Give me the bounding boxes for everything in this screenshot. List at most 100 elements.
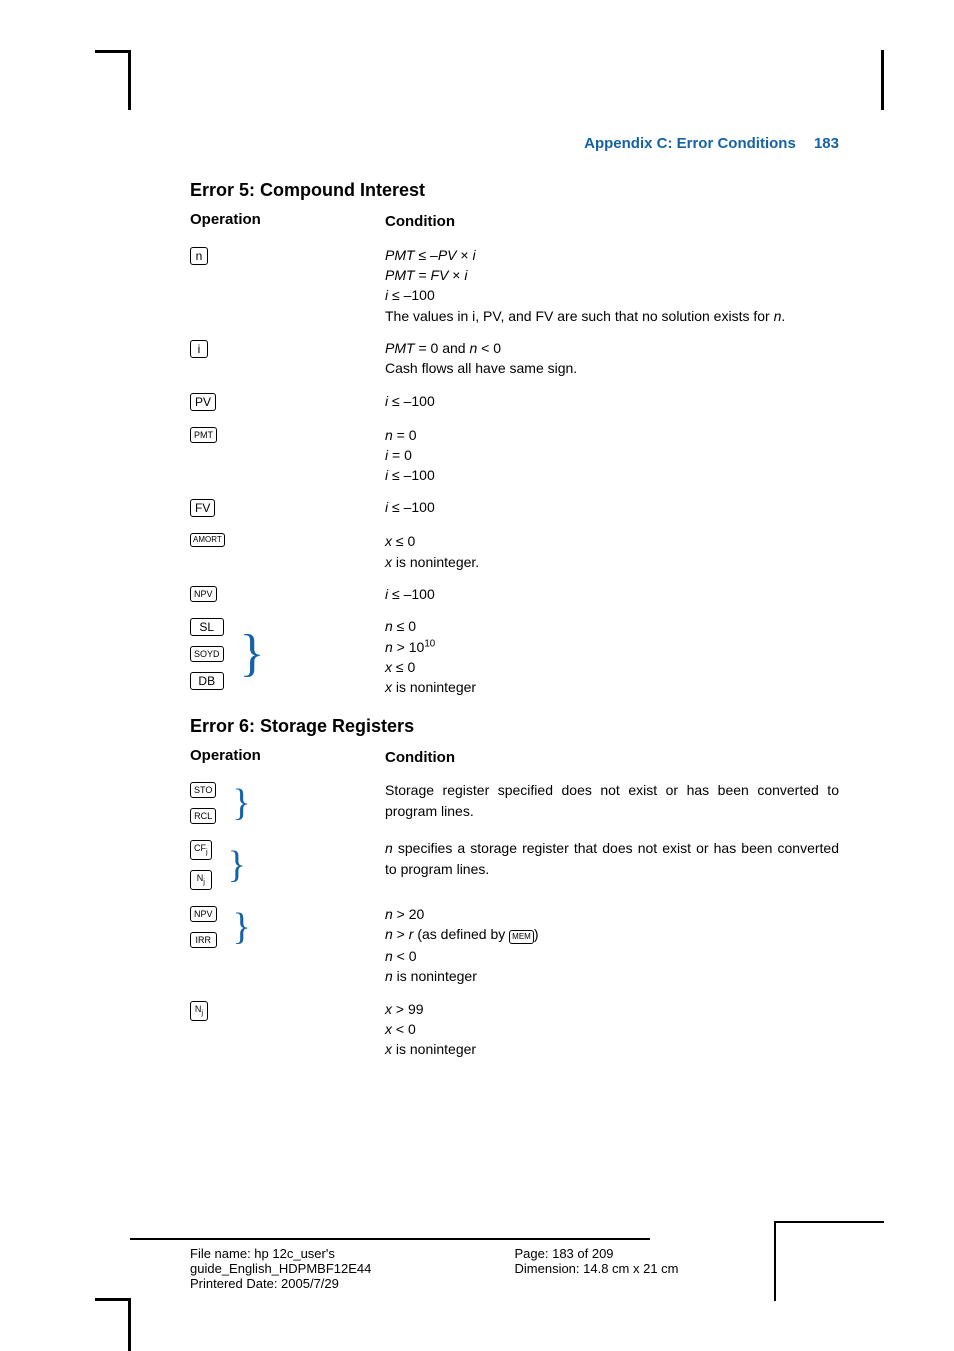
key-sl: SL	[190, 618, 224, 636]
t: )	[534, 926, 539, 942]
op-fv: FV	[190, 497, 385, 519]
cond-npv: i ≤ –100	[385, 584, 839, 604]
key-soyd: SOYD	[190, 646, 224, 662]
op-npv: NPV	[190, 584, 385, 604]
t: n	[385, 639, 393, 655]
t: ≤ 0	[393, 618, 416, 634]
row-cfj-nj: CFj Nj } n specifies a storage register …	[190, 838, 839, 892]
brace-icon: }	[233, 908, 251, 946]
t: The values in i, PV, and FV are such tha…	[385, 308, 774, 324]
footer-right: Page: 183 of 209 Dimension: 14.8 cm x 21…	[515, 1246, 840, 1291]
op-amort: AMORT	[190, 531, 385, 549]
op-cfj-nj: CFj Nj }	[190, 838, 385, 892]
footer-filename: File name: hp 12c_user's guide_English_H…	[190, 1246, 515, 1276]
page-number: 183	[814, 135, 839, 152]
op-pv: PV	[190, 391, 385, 413]
key-pv: PV	[190, 393, 216, 411]
cond-sto-rcl: Storage register specified does not exis…	[385, 780, 839, 821]
key-i: i	[190, 340, 208, 358]
t: > 10	[393, 639, 425, 655]
t: x	[385, 554, 392, 570]
t: < 0	[477, 340, 501, 356]
footer: File name: hp 12c_user's guide_English_H…	[130, 1226, 879, 1291]
row-i: i PMT = 0 and n < 0 Cash flows all have …	[190, 338, 839, 379]
t: 10	[424, 638, 435, 649]
row-fv: FV i ≤ –100	[190, 497, 839, 519]
row-amort: AMORT x ≤ 0 x is noninteger.	[190, 531, 839, 572]
t: Cash flows all have same sign.	[385, 358, 839, 378]
t: ×	[457, 247, 473, 263]
row-npv: NPV i ≤ –100	[190, 584, 839, 604]
t: CF	[194, 843, 206, 853]
t: ≤ –100	[388, 499, 435, 515]
t: n	[385, 948, 393, 964]
t: FV	[431, 267, 449, 283]
t: = 0	[388, 447, 412, 463]
t: x	[385, 1041, 392, 1057]
row-pv: PV i ≤ –100	[190, 391, 839, 413]
key-npv: NPV	[190, 586, 217, 602]
t: n	[385, 840, 393, 856]
t: ≤ 0	[392, 533, 415, 549]
cond-amort: x ≤ 0 x is noninteger.	[385, 531, 839, 572]
brace-icon: }	[232, 784, 250, 822]
t: =	[415, 267, 431, 283]
t: > 99	[392, 1001, 424, 1017]
t: PMT	[385, 340, 415, 356]
t: specifies a storage register that does n…	[385, 840, 839, 876]
op-pmt: PMT	[190, 425, 385, 445]
t: j	[206, 847, 208, 856]
row-dep: SL SOYD DB } n ≤ 0 n > 1010 x ≤ 0 x is n…	[190, 616, 839, 697]
key-pmt: PMT	[190, 427, 217, 443]
col-operation: Operation	[190, 747, 385, 764]
key-irr: IRR	[190, 932, 217, 948]
t: < 0	[392, 1021, 416, 1037]
row-sto-rcl: STO RCL } Storage register specified doe…	[190, 780, 839, 826]
footer-date: Printered Date: 2005/7/29	[190, 1276, 515, 1291]
t: ≤ –	[415, 247, 438, 263]
error6-heading: Error 6: Storage Registers	[190, 716, 839, 737]
t: < 0	[393, 948, 417, 964]
key-nj: Nj	[190, 870, 212, 890]
t: is noninteger	[392, 1041, 476, 1057]
t: .	[781, 308, 785, 324]
t: is noninteger	[393, 968, 477, 984]
cond-pv: i ≤ –100	[385, 391, 839, 411]
cond-cfj: n specifies a storage register that does…	[385, 838, 839, 879]
t: x	[385, 1021, 392, 1037]
t: x	[385, 533, 392, 549]
op-npv-irr: NPV IRR }	[190, 904, 385, 950]
op-dep: SL SOYD DB }	[190, 616, 385, 692]
key-npv2: NPV	[190, 906, 217, 922]
key-fv: FV	[190, 499, 215, 517]
error6-table: Operation Condition STO RCL } Storage re…	[190, 747, 839, 1060]
t: ≤ –100	[388, 287, 435, 303]
key-db: DB	[190, 672, 224, 690]
col-condition: Condition	[385, 211, 839, 233]
t: n	[385, 926, 393, 942]
key-nj2: Nj	[190, 1001, 208, 1021]
running-head: Appendix C: Error Conditions 183	[190, 135, 839, 152]
crop-mark	[95, 50, 131, 53]
t: j	[201, 1008, 203, 1017]
appendix-title: Appendix C: Error Conditions	[584, 135, 796, 152]
row-nj: Nj x > 99 x < 0 x is noninteger	[190, 999, 839, 1060]
op-n: n	[190, 245, 385, 267]
col-condition: Condition	[385, 747, 839, 769]
table-header-row: Operation Condition	[190, 211, 839, 233]
footer-dimension: Dimension: 14.8 cm x 21 cm	[515, 1261, 840, 1276]
t: = 0	[393, 427, 417, 443]
t: is noninteger.	[392, 554, 479, 570]
row-n: n PMT ≤ –PV × i PMT = FV × i i ≤ –100 Th…	[190, 245, 839, 326]
cond-nj: x > 99 x < 0 x is noninteger	[385, 999, 839, 1060]
t: ×	[448, 267, 464, 283]
brace-icon: }	[240, 628, 265, 680]
col-operation: Operation	[190, 211, 385, 228]
t: x	[385, 679, 392, 695]
error5-heading: Error 5: Compound Interest	[190, 180, 839, 201]
key-rcl: RCL	[190, 808, 216, 824]
cond-dep: n ≤ 0 n > 1010 x ≤ 0 x is noninteger	[385, 616, 839, 697]
t: ≤ –100	[388, 393, 435, 409]
t: PMT	[385, 247, 415, 263]
t: >	[393, 926, 409, 942]
